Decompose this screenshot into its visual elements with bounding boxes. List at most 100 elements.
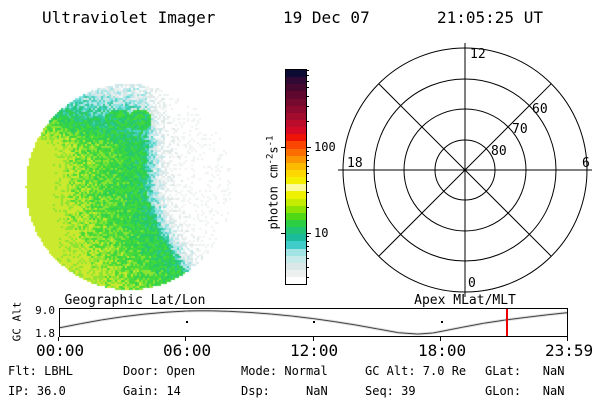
- status-glat: GLat: NaN: [485, 364, 565, 378]
- colorbar-band: [286, 241, 306, 249]
- mlat-label: 80: [491, 144, 507, 159]
- colorbar-minor-tick: [306, 160, 309, 161]
- colorbar-band: [286, 234, 306, 242]
- colorbar-minor-tick: [306, 75, 309, 76]
- colorbar-major-tick: [281, 233, 285, 234]
- status-seq: Seq: 39: [365, 384, 416, 398]
- geographic-caption: Geographic Lat/Lon: [64, 293, 206, 308]
- colorbar-tick-label: 100: [314, 140, 336, 154]
- timeline-grid-dot: [441, 321, 443, 323]
- mlat-label: 70: [512, 122, 528, 137]
- status-mode: Mode: Normal: [241, 364, 328, 378]
- mlat-label: 60: [532, 102, 548, 117]
- status-door: Door: Open: [123, 364, 196, 378]
- colorbar-minor-tick: [306, 192, 309, 193]
- unit-exp-1: -1: [265, 135, 276, 147]
- colorbar-band: [286, 169, 306, 178]
- gc-alt-axis-label: GC Alt: [10, 301, 24, 342]
- colorbar-band: [286, 119, 306, 128]
- unit-text-s: s: [266, 146, 281, 154]
- colorbar-minor-tick: [306, 207, 309, 208]
- colorbar-band: [286, 262, 306, 270]
- colorbar-band: [286, 219, 306, 228]
- timeline-tick: [567, 337, 568, 341]
- timeline-grid-dot: [186, 321, 188, 323]
- colorbar-band: [286, 155, 306, 163]
- colorbar-minor-tick: [306, 106, 309, 107]
- timeline-tick-label: 23:59: [545, 341, 594, 360]
- colorbar-band: [286, 248, 306, 256]
- timeline-grid-dot: [313, 321, 315, 323]
- colorbar-tick-label: 10: [314, 226, 329, 240]
- colorbar-band: [286, 269, 306, 278]
- unit-exp-2: -2: [265, 153, 276, 165]
- colorbar-minor-tick: [306, 166, 309, 167]
- y-max-label: 9.0: [35, 304, 55, 317]
- colorbar-minor-tick: [306, 241, 309, 242]
- colorbar-major-tick: [281, 147, 285, 148]
- page-title: Ultraviolet Imager: [42, 8, 216, 27]
- colorbar-minor-tick: [306, 246, 309, 247]
- colorbar-band: [286, 127, 306, 135]
- colorbar-minor-tick: [306, 251, 309, 252]
- mlt-hour-label: 18: [347, 156, 363, 171]
- colorbar-major-tick: [306, 147, 311, 148]
- colorbar-major-tick: [306, 233, 311, 234]
- timeline-tick: [440, 337, 441, 341]
- colorbar-band: [286, 255, 306, 263]
- colorbar-band: [286, 141, 306, 149]
- apex-caption: Apex MLat/MLT: [414, 293, 516, 308]
- colorbar-minor-tick: [306, 87, 309, 88]
- status-gain: Gain: 14: [123, 384, 181, 398]
- y-min-label: 1.8: [35, 327, 55, 340]
- timeline-tick: [185, 337, 186, 341]
- colorbar-band: [286, 98, 306, 106]
- colorbar-minor-tick: [306, 155, 309, 156]
- timeline-tick: [58, 337, 59, 341]
- unit-text: photon cm: [266, 164, 281, 230]
- time-label: 21:05:25 UT: [437, 8, 543, 27]
- mlt-hour-label: 0: [468, 276, 476, 291]
- colorbar-band: [286, 134, 306, 142]
- colorbar-band: [286, 227, 306, 235]
- colorbar-minor-tick: [306, 70, 309, 71]
- mlt-hour-label: 6: [582, 156, 590, 171]
- current-time-marker: [506, 309, 508, 336]
- colorbar-minor-tick: [306, 267, 309, 268]
- timeline-tick-label: 12:00: [290, 341, 339, 360]
- timeline-tick-label: 00:00: [36, 341, 85, 360]
- colorbar-minor-tick: [306, 181, 309, 182]
- colorbar-minor-tick: [306, 121, 309, 122]
- colorbar-minor-tick: [306, 236, 309, 237]
- status-glon: GLon: NaN: [485, 384, 565, 398]
- colorbar-band: [286, 91, 306, 99]
- colorbar-band: [286, 105, 306, 113]
- timeline-tick-label: 06:00: [163, 341, 212, 360]
- colorbar-band: [286, 112, 306, 120]
- colorbar-band: [286, 184, 306, 192]
- colorbar-minor-tick: [306, 277, 309, 278]
- colorbar-band: [286, 205, 306, 213]
- colorbar-band: [286, 70, 306, 78]
- colorbar-minor-tick: [306, 151, 309, 152]
- colorbar-band: [286, 148, 306, 156]
- colorbar-band: [286, 198, 306, 206]
- polar-circles: [338, 43, 592, 297]
- colorbar-minor-tick: [306, 258, 309, 259]
- status-ip: IP: 36.0: [8, 384, 66, 398]
- colorbar-minor-tick: [306, 173, 309, 174]
- status-flt: Flt: LBHL: [8, 364, 74, 378]
- colorbar-band: [286, 277, 306, 285]
- colorbar-minor-tick: [306, 81, 309, 82]
- timeline-tick-label: 18:00: [418, 341, 467, 360]
- mlt-hour-label: 12: [470, 47, 486, 62]
- colorbar-band: [286, 162, 306, 170]
- colorbar: [285, 69, 307, 285]
- date-label: 19 Dec 07: [283, 8, 370, 27]
- colorbar-band: [286, 191, 306, 199]
- colorbar-band: [286, 177, 306, 185]
- timeline-tick: [313, 337, 314, 341]
